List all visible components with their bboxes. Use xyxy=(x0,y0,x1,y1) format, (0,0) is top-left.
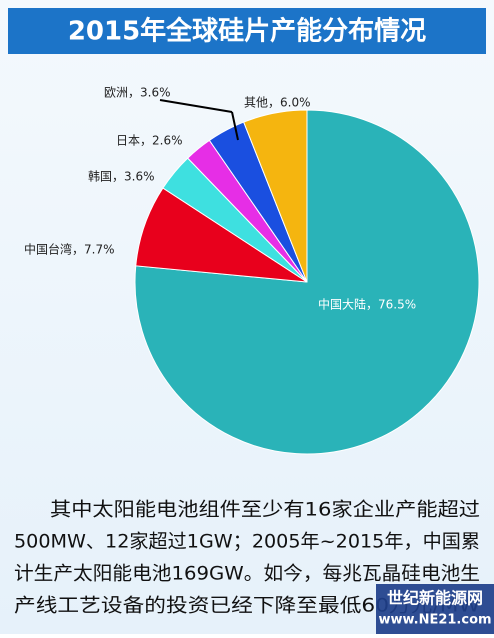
watermark-name: 世纪新能源网 xyxy=(387,589,483,608)
body-text: 其中太阳能电池组件至少有16家企业产能超过 500MW、12家超过1GW；2005… xyxy=(14,499,480,617)
data-label: 中国台湾，7.7% xyxy=(24,242,115,257)
title-banner xyxy=(8,8,486,54)
leader-line xyxy=(159,99,233,113)
data-label: 日本，2.6% xyxy=(116,134,183,148)
leader-line xyxy=(231,111,239,141)
data-label: 欧洲，3.6% xyxy=(104,86,171,100)
watermark-box xyxy=(376,584,494,634)
body-line: 其中太阳能电池组件至少有16家企业产能超过 xyxy=(50,499,480,521)
body-line: 计生产太阳能电池169GW。如今，每兆瓦晶硅电池生 xyxy=(14,563,480,585)
pie xyxy=(134,109,480,455)
watermark-url: www.NE21.com xyxy=(378,613,491,628)
body-line: 产线工艺设备的投资已经下降至最低60万元/MW xyxy=(14,595,480,617)
data-label: 中国大陆，76.5% xyxy=(318,297,416,312)
body-line: 500MW、12家超过1GW；2005年~2015年，中国累 xyxy=(14,531,480,553)
data-label: 其他，6.0% xyxy=(244,96,311,110)
pie-slice xyxy=(243,109,308,283)
chart-title: 2015年全球硅片产能分布情况 xyxy=(68,16,426,47)
data-label: 韩国，3.6% xyxy=(88,169,155,184)
